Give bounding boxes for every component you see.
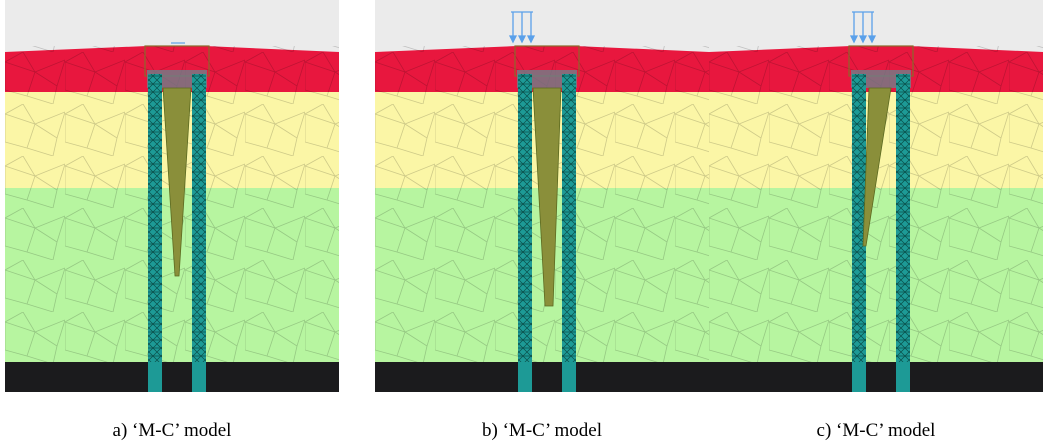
caption: b) ‘M-C’ model	[482, 420, 602, 441]
figure: a) ‘M-C’ model b) ‘M-C’ model c) ‘M-C’ m…	[0, 0, 1043, 444]
panel-c	[709, 0, 1043, 392]
caption: a) ‘M-C’ model	[113, 420, 232, 441]
panel-b	[375, 0, 709, 392]
caption: c) ‘M-C’ model	[817, 420, 936, 441]
panel-a	[5, 0, 339, 392]
